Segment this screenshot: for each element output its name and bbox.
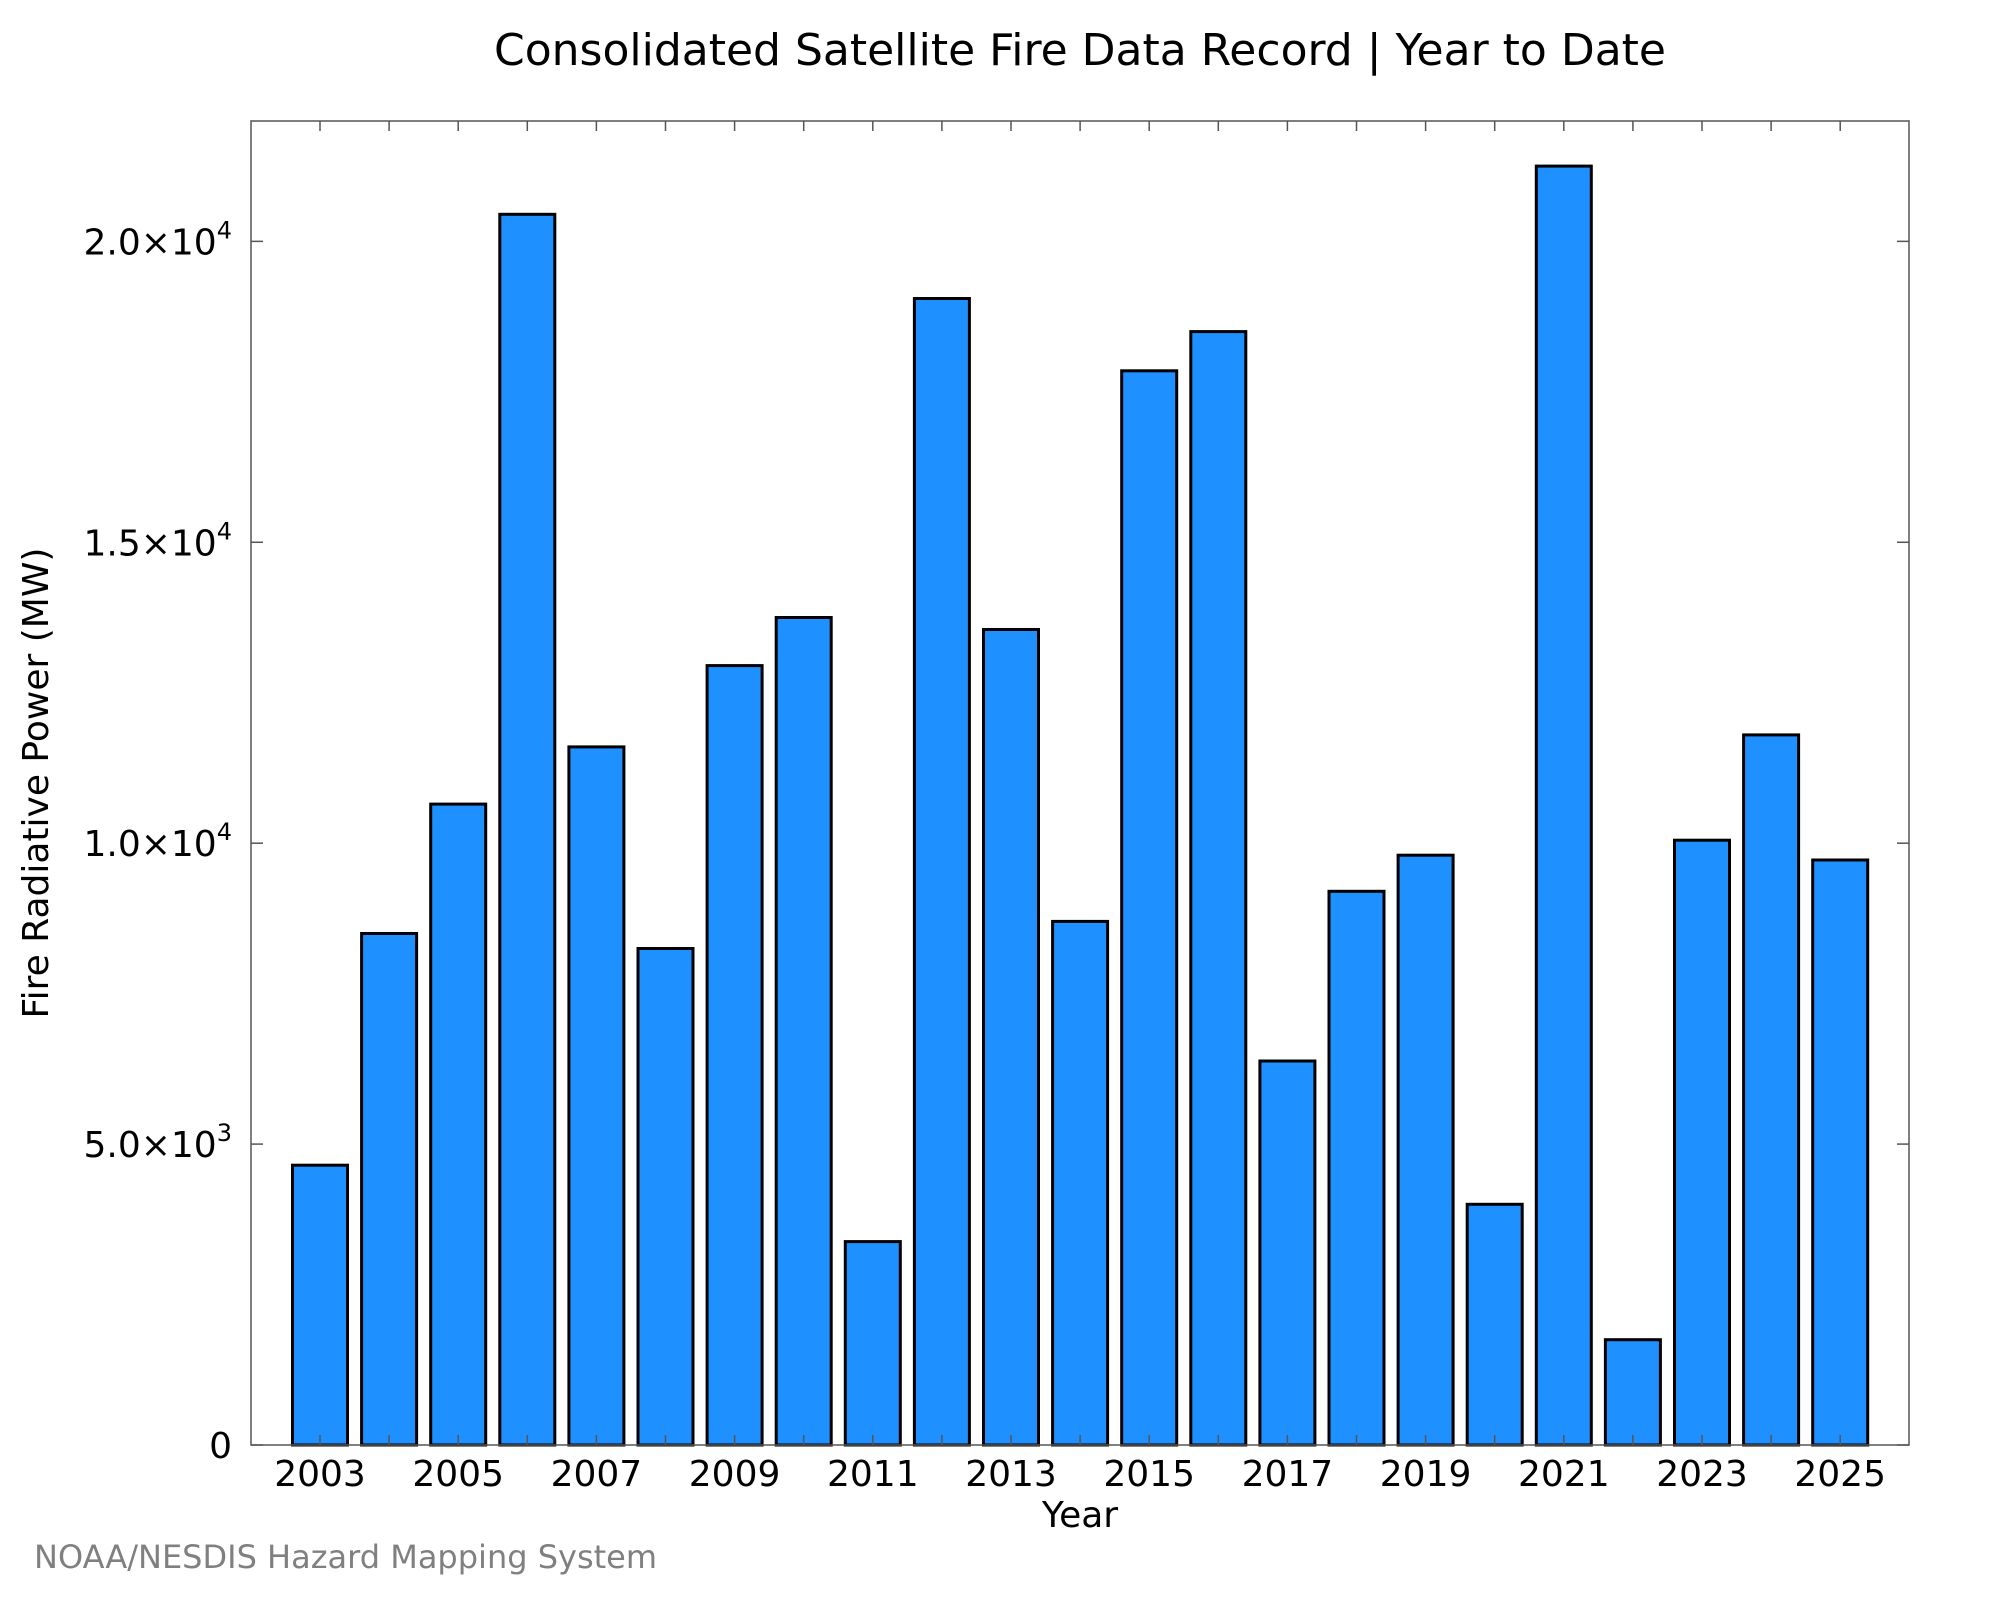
bar-2023 bbox=[1673, 838, 1731, 1447]
bar-2011 bbox=[843, 1240, 902, 1447]
bar-2022 bbox=[1603, 1338, 1662, 1447]
credit-text: NOAA/NESDIS Hazard Mapping System bbox=[34, 1538, 657, 1576]
x-tick-label-2007: 2007 bbox=[551, 1454, 643, 1495]
bar-2005 bbox=[429, 802, 488, 1447]
x-tick-label-2003: 2003 bbox=[274, 1454, 366, 1495]
bar-2024 bbox=[1742, 733, 1801, 1447]
x-tick-label-2025: 2025 bbox=[1794, 1454, 1886, 1495]
bar-2012 bbox=[912, 297, 971, 1447]
x-tick-label-2009: 2009 bbox=[689, 1454, 781, 1495]
bar-2015 bbox=[1120, 369, 1179, 1447]
x-tick-label-2013: 2013 bbox=[965, 1454, 1057, 1495]
bar-2020 bbox=[1465, 1202, 1524, 1447]
bar-2006 bbox=[498, 212, 557, 1447]
bar-2010 bbox=[774, 616, 833, 1447]
bar-2016 bbox=[1189, 330, 1248, 1447]
x-tick-label-2023: 2023 bbox=[1656, 1454, 1748, 1495]
plot-frame bbox=[250, 120, 1910, 1446]
x-axis: 2003 2005 2007 2009 2011 2013 2015 2017 2019 2021… bbox=[274, 121, 1886, 1495]
bar-2017 bbox=[1258, 1059, 1317, 1447]
bar-2014 bbox=[1051, 919, 1110, 1447]
bar-2003 bbox=[291, 1163, 349, 1447]
bar-2008 bbox=[636, 947, 695, 1447]
y-tick-label-10000: 1.0×104 bbox=[83, 818, 232, 865]
bar-2009 bbox=[705, 664, 764, 1447]
chart-title: Consolidated Satellite Fire Data Record … bbox=[494, 25, 1666, 76]
bar-2013 bbox=[982, 628, 1040, 1447]
bar-2004 bbox=[360, 932, 419, 1447]
x-tick-label-2015: 2015 bbox=[1103, 1454, 1195, 1495]
y-axis: 0 5.0×103 1.0×104 1.5×104 2.0×104 bbox=[83, 216, 1909, 1467]
x-tick-label-2005: 2005 bbox=[412, 1454, 504, 1495]
x-tick-label-2017: 2017 bbox=[1242, 1454, 1334, 1495]
bar-2007 bbox=[567, 745, 626, 1447]
bars-group bbox=[291, 164, 1870, 1447]
x-axis-label: Year bbox=[1041, 1495, 1118, 1536]
y-tick-label-20000: 2.0×104 bbox=[83, 216, 232, 263]
x-tick-label-2019: 2019 bbox=[1380, 1454, 1472, 1495]
y-tick-label-5000: 5.0×103 bbox=[83, 1119, 232, 1166]
bar-2019 bbox=[1396, 853, 1455, 1447]
x-tick-label-2011: 2011 bbox=[827, 1454, 919, 1495]
bar-2021 bbox=[1534, 164, 1593, 1447]
x-tick-label-2021: 2021 bbox=[1518, 1454, 1610, 1495]
bar-2018 bbox=[1327, 889, 1386, 1447]
y-tick-label-15000: 1.5×104 bbox=[83, 517, 232, 564]
y-tick-label-0: 0 bbox=[209, 1426, 232, 1467]
bar-2025 bbox=[1811, 858, 1870, 1447]
y-axis-label: Fire Radiative Power (MW) bbox=[16, 548, 57, 1019]
